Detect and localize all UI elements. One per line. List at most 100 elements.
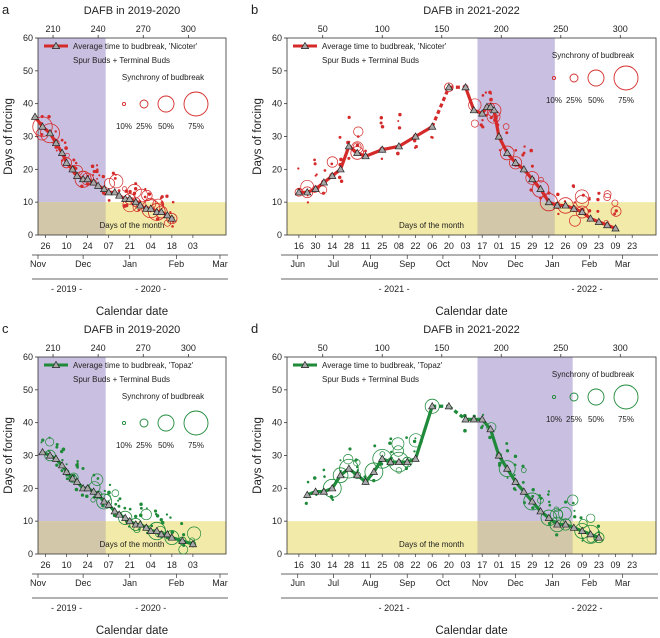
top-tick-label: 300 bbox=[613, 343, 628, 353]
budbreak-point bbox=[348, 447, 352, 451]
mean-marker bbox=[319, 487, 329, 495]
y-tick-label: 60 bbox=[23, 352, 33, 362]
budbreak-point bbox=[74, 161, 78, 165]
mean-marker bbox=[62, 467, 71, 475]
y-tick-label: 50 bbox=[272, 385, 282, 395]
legend-marker bbox=[300, 41, 310, 49]
synchrony-bubble bbox=[74, 170, 92, 188]
top-tick-label: 240 bbox=[91, 24, 106, 34]
day-tick-label: 07 bbox=[104, 241, 114, 251]
mean-marker bbox=[99, 497, 109, 505]
synchrony-bubble bbox=[322, 478, 342, 498]
mean-marker bbox=[89, 178, 98, 186]
month-tick-label: Jul bbox=[328, 578, 340, 588]
days-of-month-label: Days of the month bbox=[399, 540, 464, 549]
budbreak-point bbox=[567, 494, 579, 506]
legend-title: Average time to budbreak, 'Topaz' bbox=[73, 361, 194, 370]
mean-marker bbox=[157, 207, 166, 215]
budbreak-point bbox=[521, 480, 525, 484]
budbreak-point bbox=[397, 120, 400, 122]
mean-marker bbox=[93, 490, 103, 498]
budbreak-point bbox=[94, 169, 99, 174]
budbreak-point bbox=[103, 489, 106, 493]
chart-title: DAFB in 2021-2022 bbox=[423, 324, 520, 336]
budbreak-point bbox=[530, 164, 534, 168]
synchrony-bubble bbox=[575, 205, 589, 219]
mean-marker bbox=[469, 105, 479, 114]
synchrony-bubble bbox=[444, 82, 454, 93]
month-tick-label: Jun bbox=[290, 578, 305, 588]
budbreak-point bbox=[103, 493, 112, 502]
chart-title: DAFB in 2019-2020 bbox=[84, 324, 181, 336]
budbreak-point bbox=[379, 121, 383, 125]
budbreak-point bbox=[531, 488, 535, 492]
budbreak-point bbox=[596, 197, 600, 202]
y-tick-label: 50 bbox=[23, 66, 33, 76]
day-tick-label: 23 bbox=[594, 241, 604, 251]
budbreak-point bbox=[379, 116, 384, 120]
legend-subtitle: Spur Buds + Terminal Buds bbox=[73, 375, 170, 384]
mean-marker bbox=[72, 171, 82, 179]
year-label: - 2019 - bbox=[51, 603, 82, 613]
mean-marker bbox=[146, 204, 156, 212]
y-tick-label: 20 bbox=[272, 164, 282, 174]
budbreak-point bbox=[581, 539, 584, 542]
budbreak-point bbox=[613, 212, 616, 216]
budbreak-point bbox=[128, 189, 132, 194]
budbreak-point bbox=[154, 512, 158, 516]
synchrony-legend-label: 25% bbox=[136, 441, 152, 450]
month-tick-label: Dec bbox=[508, 259, 525, 269]
top-tick-label: 270 bbox=[136, 24, 151, 34]
budbreak-point bbox=[74, 166, 78, 171]
mean-marker bbox=[30, 112, 40, 120]
mean-marker bbox=[552, 201, 562, 209]
budbreak-point bbox=[107, 490, 111, 495]
top-tick-label: 300 bbox=[181, 343, 196, 353]
day-tick-label: 09 bbox=[611, 560, 621, 570]
budbreak-point bbox=[159, 518, 163, 522]
budbreak-point bbox=[353, 126, 364, 137]
legend-title: Average time to budbreak, 'Topaz' bbox=[322, 361, 443, 370]
month-tick-label: Mar bbox=[212, 259, 228, 269]
budbreak-point bbox=[404, 466, 408, 471]
mean-marker bbox=[519, 165, 529, 173]
mean-marker bbox=[403, 457, 412, 466]
budbreak-point bbox=[123, 506, 127, 510]
mean-marker bbox=[489, 105, 499, 114]
y-tick-label: 0 bbox=[277, 549, 282, 559]
mean-marker bbox=[68, 165, 77, 173]
synchrony-legend-label: 75% bbox=[618, 96, 634, 105]
synchrony-legend-label: 75% bbox=[188, 441, 204, 450]
budbreak-point bbox=[326, 156, 338, 168]
budbreak-point bbox=[538, 176, 544, 183]
synchrony-legend-circle bbox=[157, 95, 175, 113]
budbreak-point bbox=[547, 493, 550, 496]
budbreak-point bbox=[513, 463, 517, 467]
mean-marker bbox=[136, 201, 145, 209]
y-tick-label: 20 bbox=[23, 164, 33, 174]
budbreak-point bbox=[572, 501, 575, 505]
synchrony-legend-circle bbox=[139, 99, 149, 109]
mean-marker bbox=[51, 138, 61, 147]
days-of-month-label: Days of the month bbox=[399, 221, 464, 230]
budbreak-point bbox=[586, 513, 596, 523]
mean-marker bbox=[577, 526, 587, 534]
budbreak-point bbox=[187, 526, 202, 541]
top-tick-label: 300 bbox=[613, 24, 628, 34]
synchrony-legend-circle bbox=[139, 418, 149, 428]
mean-marker bbox=[461, 82, 470, 91]
synchrony-legend-circle bbox=[551, 75, 557, 81]
budbreak-point bbox=[347, 115, 351, 119]
budbreak-point bbox=[569, 214, 581, 227]
day-tick-label: 20 bbox=[444, 560, 454, 570]
budbreak-point bbox=[40, 441, 43, 444]
day-tick-label: 06 bbox=[427, 560, 437, 570]
top-tick-label: 210 bbox=[46, 343, 61, 353]
synchrony-bubble bbox=[498, 460, 516, 478]
day-tick-label: 10 bbox=[62, 560, 72, 570]
budbreak-point bbox=[163, 219, 171, 227]
budbreak-point bbox=[529, 148, 533, 153]
mean-marker bbox=[83, 484, 92, 492]
mean-marker bbox=[611, 224, 620, 232]
synchrony-legend-label: 25% bbox=[136, 122, 152, 131]
